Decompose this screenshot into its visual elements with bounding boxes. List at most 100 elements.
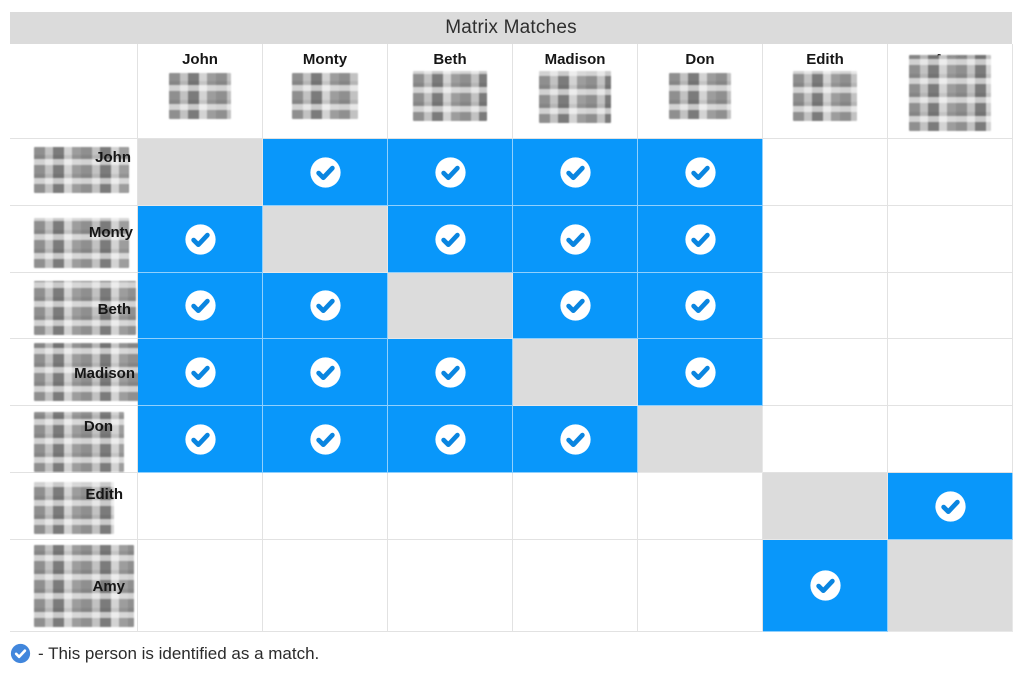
self-cell-don: [638, 406, 763, 473]
match-cell-monty-madison: [513, 206, 638, 273]
row-header-amy: Amy: [10, 540, 138, 632]
empty-cell-madison-edith: [763, 339, 888, 406]
empty-cell-edith-beth: [388, 473, 513, 540]
row-header-monty: Monty: [10, 206, 138, 273]
match-cell-john-beth: [388, 139, 513, 206]
check-circle-icon: [684, 223, 717, 256]
match-cell-monty-john: [138, 206, 263, 273]
legend-text: - This person is identified as a match.: [38, 643, 320, 663]
check-circle-icon: [309, 289, 342, 322]
column-header-name: Edith: [806, 51, 844, 68]
redacted-text: [34, 147, 129, 193]
match-cell-don-monty: [263, 406, 388, 473]
check-circle-icon: [809, 569, 842, 602]
row-header-name: Beth: [97, 301, 131, 318]
empty-cell-beth-amy: [888, 273, 1013, 339]
row-header-name: Madison: [74, 365, 135, 382]
check-circle-icon: [684, 356, 717, 389]
self-cell-beth: [388, 273, 513, 339]
self-cell-madison: [513, 339, 638, 406]
empty-cell-edith-monty: [263, 473, 388, 540]
match-cell-beth-madison: [513, 273, 638, 339]
row-header-edith: Edith: [10, 473, 138, 540]
check-circle-icon: [684, 289, 717, 322]
redacted-text: [169, 72, 231, 119]
match-cell-beth-john: [138, 273, 263, 339]
check-circle-icon: [184, 423, 217, 456]
self-cell-edith: [763, 473, 888, 540]
column-header-monty: Monty: [263, 44, 388, 139]
check-circle-icon: [434, 156, 467, 189]
match-cell-amy-edith: [763, 540, 888, 632]
column-header-name: John: [182, 51, 218, 68]
check-circle-icon: [184, 289, 217, 322]
matrix-table: Matrix Matches John Monty Beth Madison Don Ed…: [10, 12, 1013, 632]
match-cell-beth-monty: [263, 273, 388, 339]
empty-cell-edith-john: [138, 473, 263, 540]
check-circle-icon: [10, 643, 31, 664]
redacted-text: [34, 545, 134, 627]
redacted-text: [413, 70, 487, 121]
match-cell-beth-don: [638, 273, 763, 339]
check-circle-icon: [559, 156, 592, 189]
self-cell-john: [138, 139, 263, 206]
match-cell-john-madison: [513, 139, 638, 206]
row-header-madison: Madison: [10, 339, 140, 406]
row-header-don: Don: [10, 406, 138, 473]
row-header-beth: Beth: [10, 273, 138, 339]
check-circle-icon: [309, 356, 342, 389]
column-header-name: Monty: [302, 51, 348, 68]
check-circle-icon: [434, 356, 467, 389]
check-circle-icon: [934, 490, 967, 523]
row-header-name: Don: [83, 418, 113, 435]
empty-cell-john-amy: [888, 139, 1013, 206]
match-cell-don-beth: [388, 406, 513, 473]
empty-cell-amy-madison: [513, 540, 638, 632]
empty-cell-edith-don: [638, 473, 763, 540]
redacted-text: [292, 72, 358, 119]
column-header-beth: Beth: [388, 44, 513, 139]
redacted-text: [34, 218, 129, 268]
redacted-text: [34, 412, 124, 472]
matrix-grid: John Monty Beth Madison Don Edith Amy John Monty…: [10, 44, 1013, 632]
redacted-text: [909, 54, 991, 131]
redacted-text: [793, 70, 857, 121]
table-title: Matrix Matches: [10, 12, 1012, 44]
empty-cell-amy-beth: [388, 540, 513, 632]
check-circle-icon: [434, 423, 467, 456]
row-header-john: John: [10, 139, 138, 206]
check-circle-icon: [559, 423, 592, 456]
match-cell-madison-don: [638, 339, 763, 406]
self-cell-monty: [263, 206, 388, 273]
match-cell-edith-amy: [888, 473, 1013, 540]
column-header-madison: Madison: [513, 44, 638, 139]
redacted-text: [34, 281, 136, 335]
check-circle-icon: [184, 356, 217, 389]
row-header-name: Amy: [92, 578, 125, 595]
match-cell-john-don: [638, 139, 763, 206]
empty-cell-don-edith: [763, 406, 888, 473]
empty-cell-monty-edith: [763, 206, 888, 273]
match-cell-don-madison: [513, 406, 638, 473]
legend: - This person is identified as a match.: [10, 643, 319, 664]
empty-cell-amy-monty: [263, 540, 388, 632]
column-header-don: Don: [638, 44, 763, 139]
check-circle-icon: [684, 156, 717, 189]
row-header-name: Edith: [85, 486, 124, 503]
column-header-amy: Amy: [888, 44, 1013, 139]
empty-cell-amy-john: [138, 540, 263, 632]
empty-cell-john-edith: [763, 139, 888, 206]
redacted-text: [34, 343, 140, 401]
column-header-name: Madison: [544, 51, 606, 68]
row-header-name: John: [95, 149, 131, 166]
match-cell-john-monty: [263, 139, 388, 206]
match-cell-madison-john: [138, 339, 263, 406]
match-cell-madison-beth: [388, 339, 513, 406]
column-header-name: Beth: [433, 51, 467, 68]
self-cell-amy: [888, 540, 1013, 632]
check-circle-icon: [309, 156, 342, 189]
column-header-edith: Edith: [763, 44, 888, 139]
empty-cell-beth-edith: [763, 273, 888, 339]
match-cell-don-john: [138, 406, 263, 473]
